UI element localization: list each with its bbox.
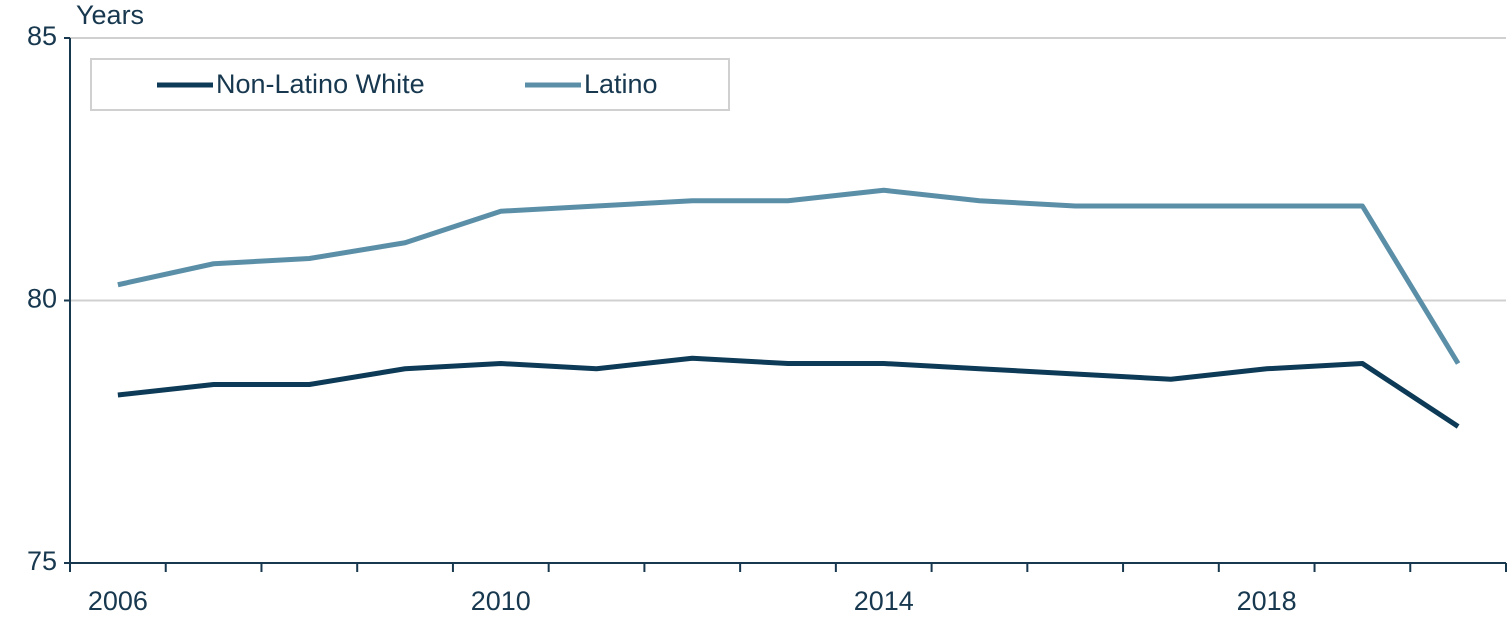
x-tick-label: 2010 bbox=[471, 586, 531, 616]
x-tick-label: 2006 bbox=[88, 586, 148, 616]
line-series bbox=[117, 355, 1460, 429]
y-tick-label: 85 bbox=[27, 21, 57, 51]
line-series bbox=[117, 187, 1461, 365]
legend-label: Non-Latino White bbox=[216, 69, 425, 99]
y-tick-label: 80 bbox=[27, 284, 57, 314]
y-axis-label: Years bbox=[76, 0, 144, 30]
y-tick-label: 75 bbox=[27, 546, 57, 576]
x-tick-label: 2014 bbox=[854, 586, 914, 616]
legend-label: Latino bbox=[584, 69, 658, 99]
x-tick-label: 2018 bbox=[1237, 586, 1297, 616]
